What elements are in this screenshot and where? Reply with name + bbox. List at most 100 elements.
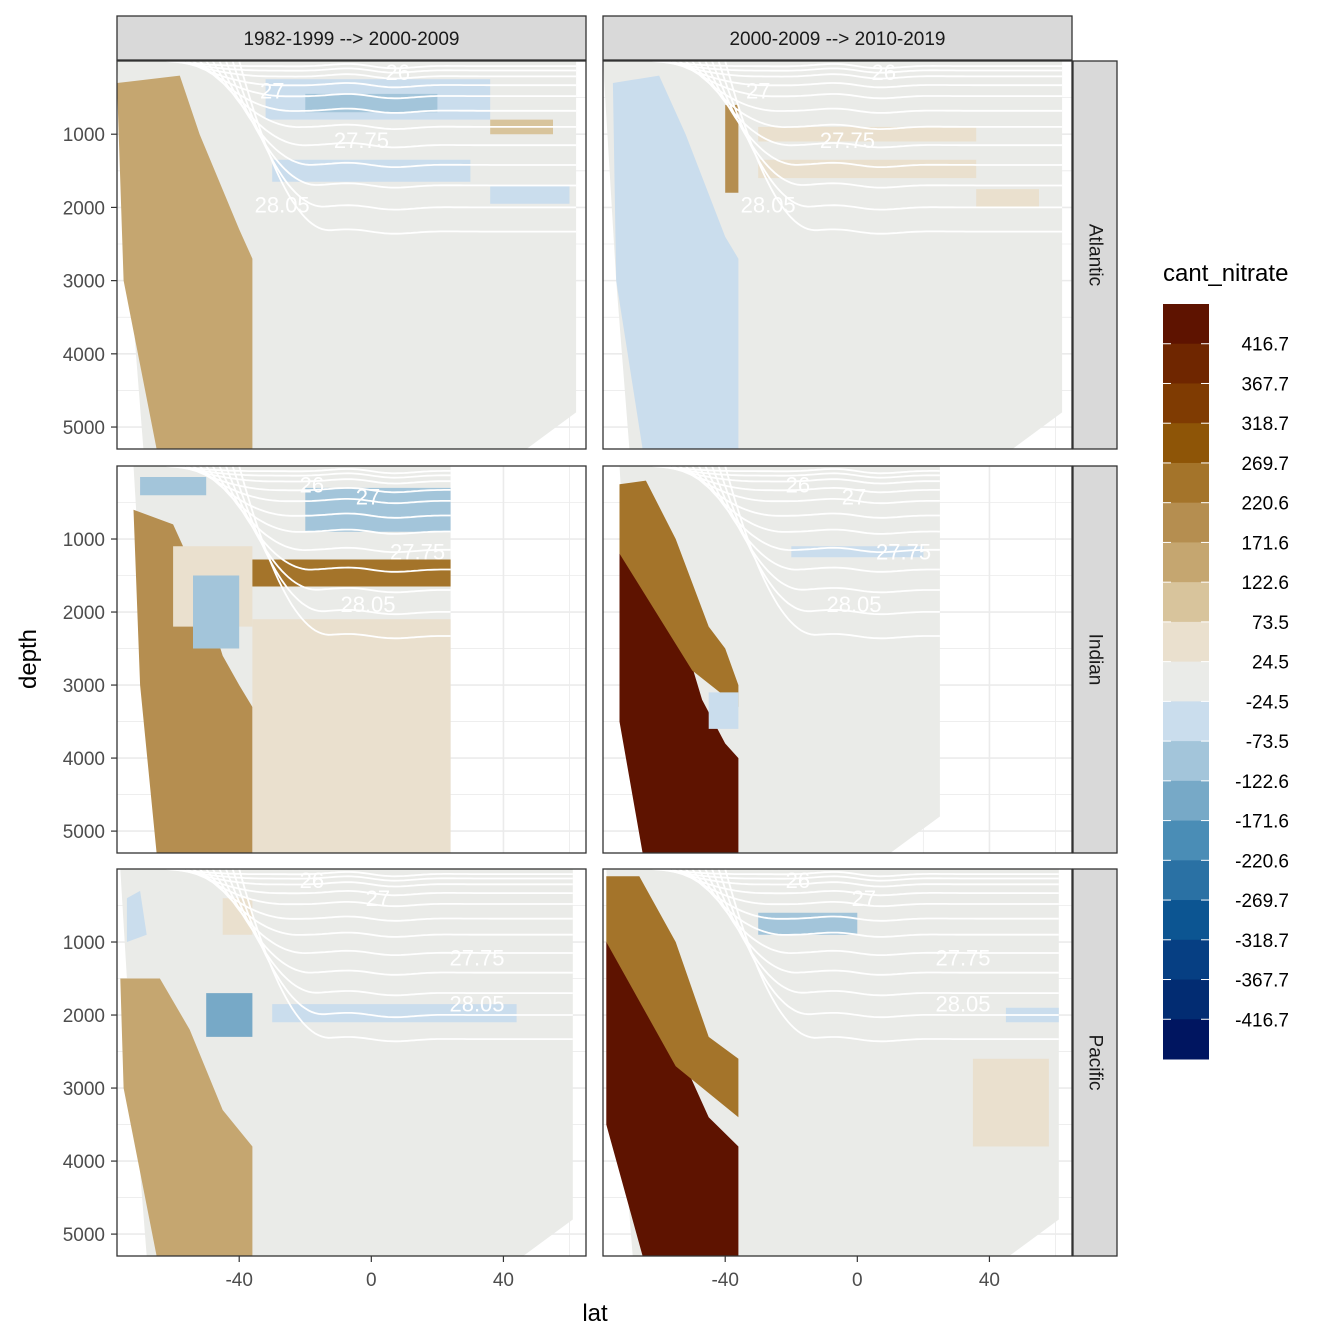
legend-label: 269.7 bbox=[1241, 454, 1289, 475]
panel-pacific-1: 26 27 27.75 28.05 bbox=[116, 868, 587, 1257]
isopycnal-line bbox=[225, 869, 573, 997]
field-band bbox=[708, 692, 739, 729]
legend-label: -122.6 bbox=[1235, 772, 1289, 793]
isopycnal-label: 28.05 bbox=[255, 192, 310, 217]
isopycnal-lines bbox=[652, 869, 1059, 1043]
legend-label: -318.7 bbox=[1235, 931, 1289, 952]
legend-color-step bbox=[1163, 304, 1209, 345]
isopycnal-label: 27 bbox=[746, 78, 770, 103]
y-tick-label: 3000 bbox=[63, 676, 105, 697]
isopycnal-line bbox=[717, 869, 1059, 1019]
legend-label: -416.7 bbox=[1235, 1010, 1289, 1031]
isopycnal-line bbox=[172, 869, 573, 882]
legend-color-step bbox=[1163, 820, 1209, 861]
field-band bbox=[222, 898, 253, 935]
isopycnal-line bbox=[205, 61, 577, 131]
panel-indian-1: 26 27 27.75 28.05 bbox=[116, 465, 587, 854]
isopycnal-line bbox=[671, 869, 1059, 897]
southern-deep-anomaly bbox=[120, 978, 253, 1256]
legend-label: 122.6 bbox=[1241, 573, 1289, 594]
y-tick-label: 1000 bbox=[63, 530, 105, 551]
isopycnal-line bbox=[192, 869, 573, 908]
y-tick-label: 3000 bbox=[63, 272, 105, 293]
isopycnal-label: 27 bbox=[842, 485, 866, 510]
isopycnal-label: 26 bbox=[871, 60, 895, 85]
row-strip-label: Pacific bbox=[1085, 1035, 1106, 1091]
isopycnal-line bbox=[724, 61, 1063, 235]
isopycnal-line bbox=[172, 61, 577, 74]
legend-label: 220.6 bbox=[1241, 494, 1289, 515]
legend-label: 171.6 bbox=[1241, 533, 1289, 554]
column-strip-2: 2000-2009 --> 2010-2019 bbox=[602, 15, 1073, 61]
southern-deep-anomaly bbox=[133, 509, 253, 853]
legend-color-step bbox=[1163, 741, 1209, 782]
isopycnal-line bbox=[704, 61, 1063, 168]
isopycnal-line bbox=[658, 466, 940, 479]
isopycnal-label: 28.05 bbox=[826, 592, 881, 617]
isopycnal-label: 27.75 bbox=[820, 128, 875, 153]
field-region bbox=[126, 890, 147, 942]
isopycnal-line bbox=[218, 61, 577, 168]
isopycnal-line bbox=[179, 869, 573, 888]
x-tick-label: -40 bbox=[225, 1270, 252, 1291]
legend-title: cant_nitrate bbox=[1163, 260, 1288, 287]
isopycnal-label: 28.05 bbox=[935, 991, 990, 1016]
southern-deep-anomaly bbox=[117, 75, 253, 449]
field-band bbox=[140, 477, 207, 496]
isopycnal-label: 26 bbox=[786, 472, 810, 497]
isopycnal-line bbox=[198, 61, 577, 114]
anomaly-field bbox=[603, 61, 1063, 449]
legend-label: -220.6 bbox=[1235, 851, 1289, 872]
legend-label: 416.7 bbox=[1241, 335, 1289, 356]
isopycnal-line bbox=[671, 61, 1063, 89]
isopycnal-line bbox=[185, 61, 577, 89]
legend-color-step bbox=[1163, 900, 1209, 941]
row-strip-indian: Indian bbox=[1072, 465, 1118, 854]
y-tick-label: 4000 bbox=[63, 749, 105, 770]
isopycnal-lines bbox=[166, 466, 451, 640]
isopycnal-line bbox=[724, 466, 940, 640]
isopycnal-line bbox=[231, 869, 573, 1019]
isopycnal-line bbox=[198, 869, 573, 922]
isopycnal-line bbox=[225, 61, 577, 189]
row-strip-atlantic: Atlantic bbox=[1072, 60, 1118, 450]
legend-color-step bbox=[1163, 383, 1209, 424]
legend-color-step bbox=[1163, 939, 1209, 981]
x-axis-title: lat bbox=[582, 1300, 608, 1327]
legend-label: 318.7 bbox=[1241, 414, 1289, 435]
isopycnal-line bbox=[238, 61, 577, 235]
isopycnal-label: 27.75 bbox=[876, 539, 931, 564]
isopycnal-line bbox=[684, 466, 940, 519]
isopycnal-line bbox=[658, 61, 1063, 74]
isopycnal-line bbox=[212, 61, 577, 149]
isopycnal-line bbox=[678, 61, 1063, 100]
field-band bbox=[758, 159, 977, 179]
isopycnal-line bbox=[205, 869, 573, 938]
x-tick-label: 40 bbox=[493, 1270, 514, 1291]
panel-border bbox=[602, 60, 1073, 450]
y-tick-label: 4000 bbox=[63, 1152, 105, 1173]
isopycnal-label: 27 bbox=[366, 886, 390, 911]
y-tick-label: 4000 bbox=[63, 345, 105, 366]
legend-color-step bbox=[1163, 661, 1209, 702]
legend-label: -73.5 bbox=[1246, 732, 1289, 753]
isopycnal-lines bbox=[166, 61, 577, 235]
isopycnal-label: 26 bbox=[786, 868, 810, 893]
legend-color-step bbox=[1163, 860, 1209, 901]
legend-label: 367.7 bbox=[1241, 374, 1289, 395]
isopycnal-line bbox=[212, 869, 573, 956]
isopycnal-line bbox=[192, 61, 577, 100]
panel-border bbox=[116, 60, 587, 450]
southern-deep-anomaly bbox=[612, 75, 739, 449]
legend-color-step bbox=[1163, 701, 1209, 742]
mid-depth-positive-band bbox=[252, 559, 451, 587]
x-tick-label: 0 bbox=[852, 1270, 863, 1291]
field-region bbox=[619, 480, 739, 707]
legend-color-step bbox=[1163, 979, 1209, 1020]
panel-border bbox=[116, 868, 587, 1257]
isopycnal-line bbox=[166, 466, 451, 475]
isopycnal-line bbox=[704, 869, 1059, 976]
legend-label: 73.5 bbox=[1252, 613, 1289, 634]
isopycnal-line bbox=[691, 869, 1059, 938]
anomaly-field bbox=[120, 869, 573, 1256]
